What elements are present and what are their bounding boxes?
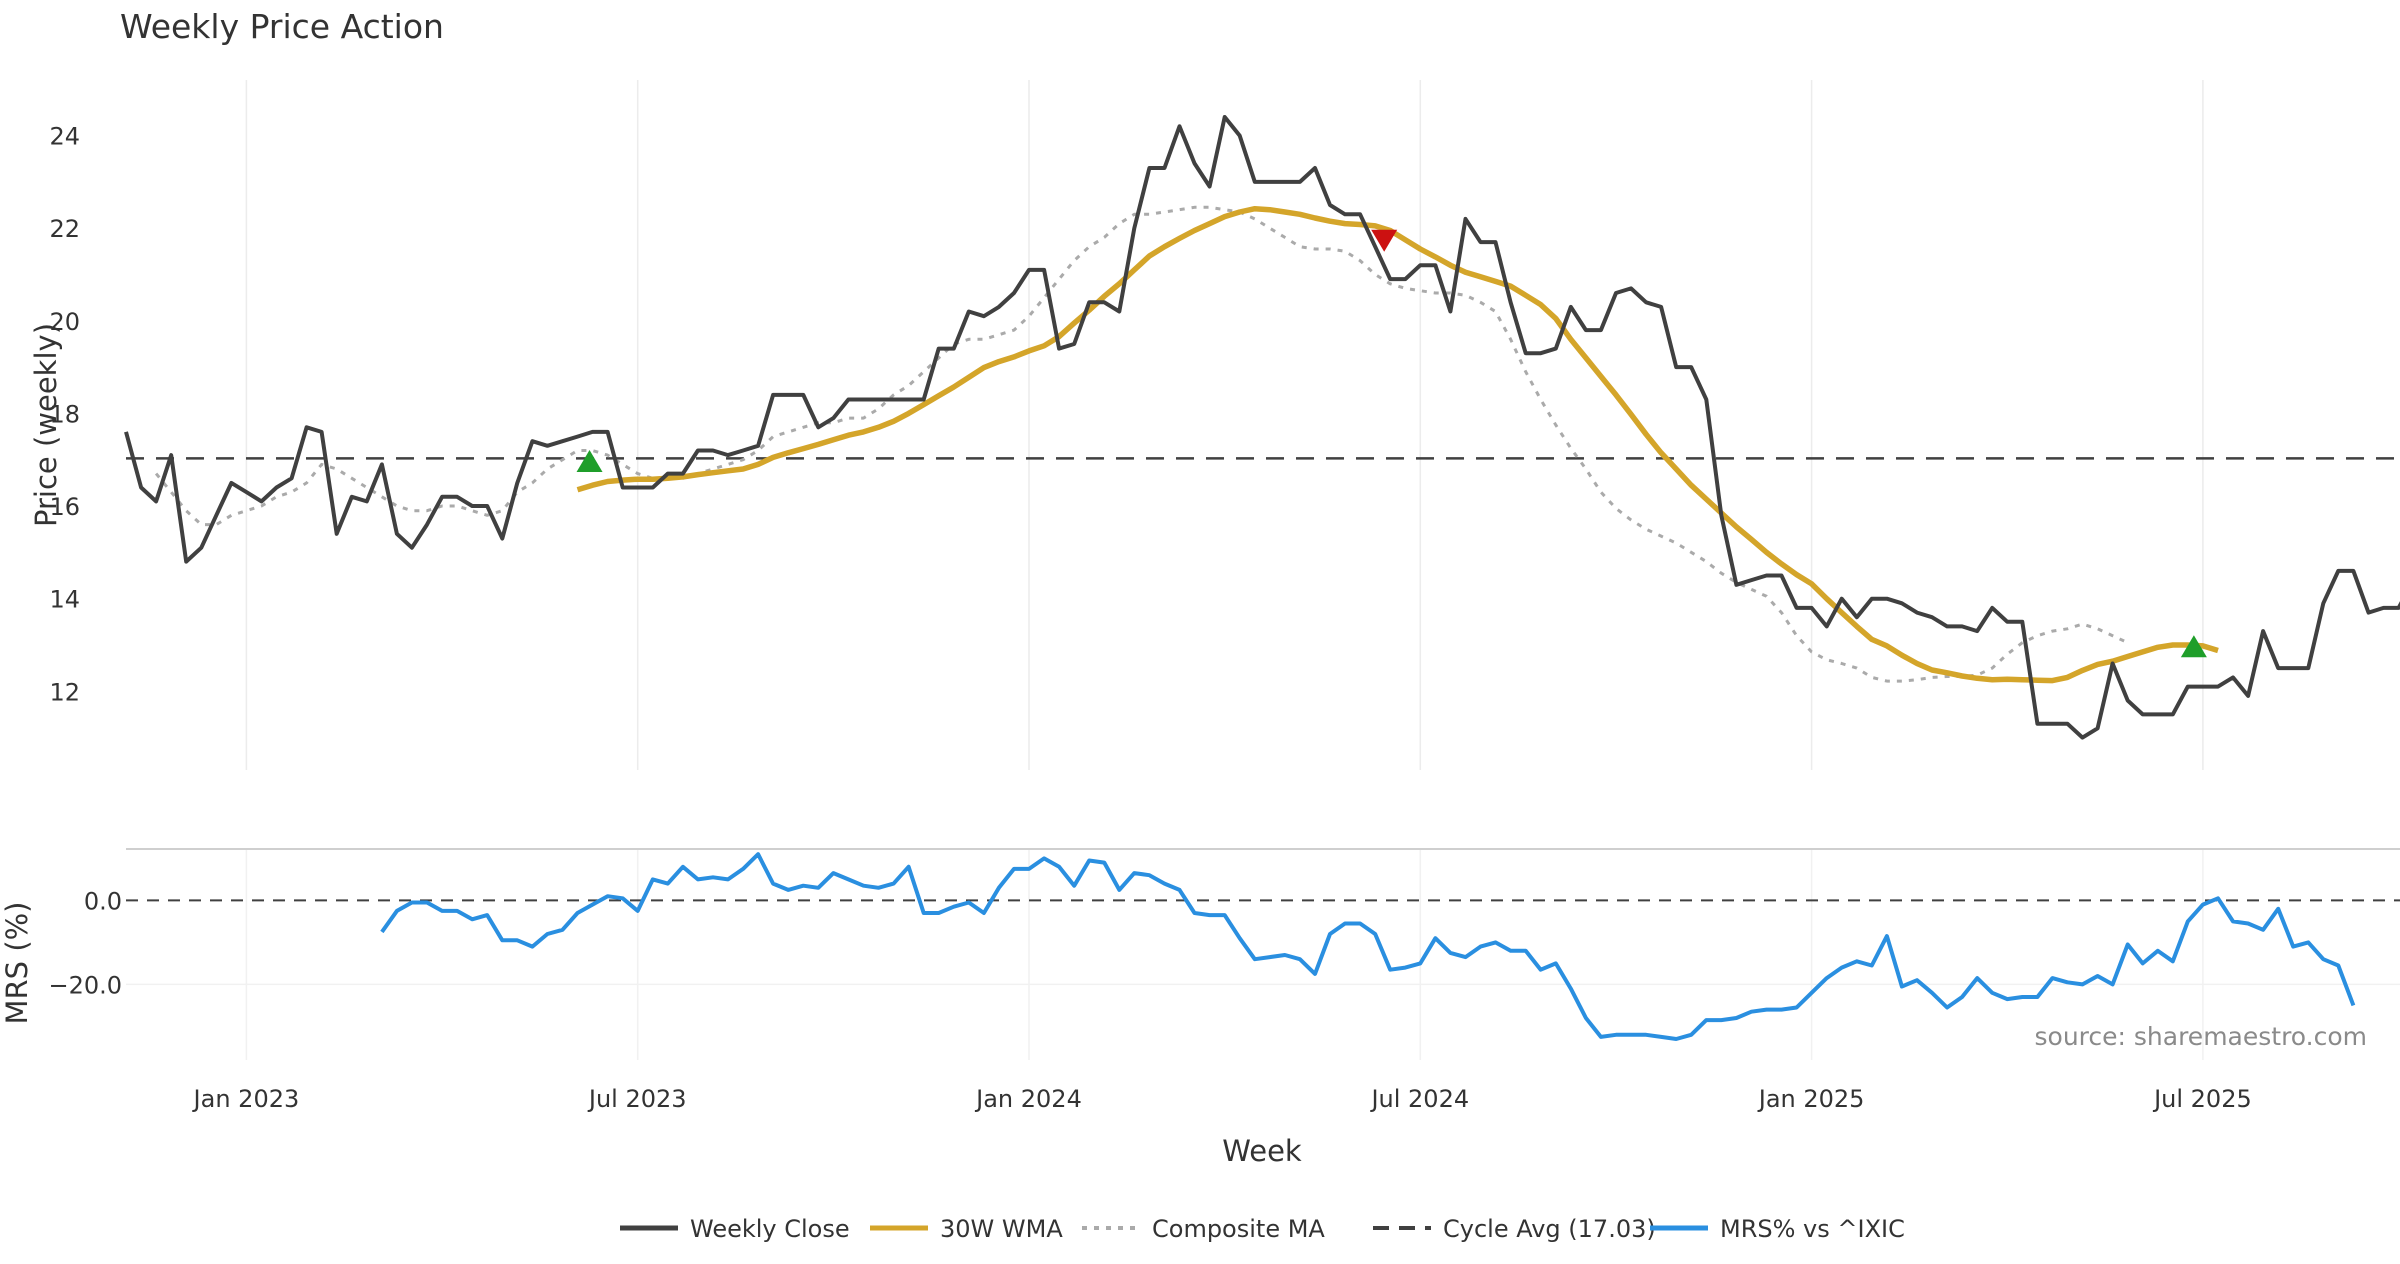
x-tick-label: Jul 2025 [2152, 1085, 2252, 1113]
x-axis-ticks: Jan 2023 Jul 2023 Jan 2024 Jul 2024 Jan 2025… [192, 1085, 2252, 1113]
source-note: source: sharemaestro.com [2035, 1022, 2368, 1051]
mrs-y-tick-label: −20.0 [48, 971, 122, 999]
x-tick-label: Jul 2023 [587, 1085, 687, 1113]
legend-label: Composite MA [1152, 1215, 1325, 1243]
price-grid [245, 80, 2204, 770]
x-tick-label: Jul 2024 [1369, 1085, 1469, 1113]
price-series [124, 115, 2400, 740]
mrs-y-tick-label: 0.0 [84, 887, 122, 915]
signal-markers [576, 229, 2207, 658]
x-tick-label: Jan 2024 [974, 1085, 1082, 1113]
legend-label: Weekly Close [690, 1215, 850, 1243]
series-composite-ma [154, 205, 2129, 683]
sell-signal-marker [1371, 229, 1398, 252]
price-y-tick-label: 18 [49, 400, 80, 428]
mrs-y-axis-label: MRS (%) [0, 902, 34, 1025]
price-y-ticks: 12 14 16 18 20 22 24 [49, 123, 80, 707]
legend-label: 30W WMA [940, 1215, 1063, 1243]
series-weekly-close [124, 115, 2400, 740]
x-tick-label: Jan 2023 [192, 1085, 300, 1113]
series-mrs-vs-ixic [380, 852, 2356, 1041]
price-y-axis-label: Price (weekly) [29, 323, 63, 527]
chart-title: Weekly Price Action [120, 7, 444, 46]
legend-label: MRS% vs ^IXIC [1720, 1215, 1905, 1243]
buy-signal-marker [576, 450, 603, 473]
price-y-tick-label: 20 [49, 308, 80, 336]
series-30w-wma [576, 205, 2219, 684]
mrs-series [380, 852, 2356, 1041]
mrs-grid [126, 850, 2400, 1060]
mrs-y-ticks: 0.0 −20.0 [48, 887, 122, 999]
price-y-tick-label: 12 [49, 678, 80, 706]
buy-signal-marker [2180, 635, 2207, 658]
legend-label: Cycle Avg (17.03) [1443, 1215, 1656, 1243]
price-y-tick-label: 14 [49, 586, 80, 614]
reference-lines [126, 457, 2400, 902]
price-y-tick-label: 16 [49, 493, 80, 521]
x-axis-label: Week [1222, 1134, 1302, 1168]
x-tick-label: Jan 2025 [1757, 1085, 1865, 1113]
legend: Weekly Close 30W WMA Composite MA Cycle Avg… [620, 1215, 1905, 1243]
price-y-tick-label: 22 [49, 215, 80, 243]
price-y-tick-label: 24 [49, 123, 80, 151]
